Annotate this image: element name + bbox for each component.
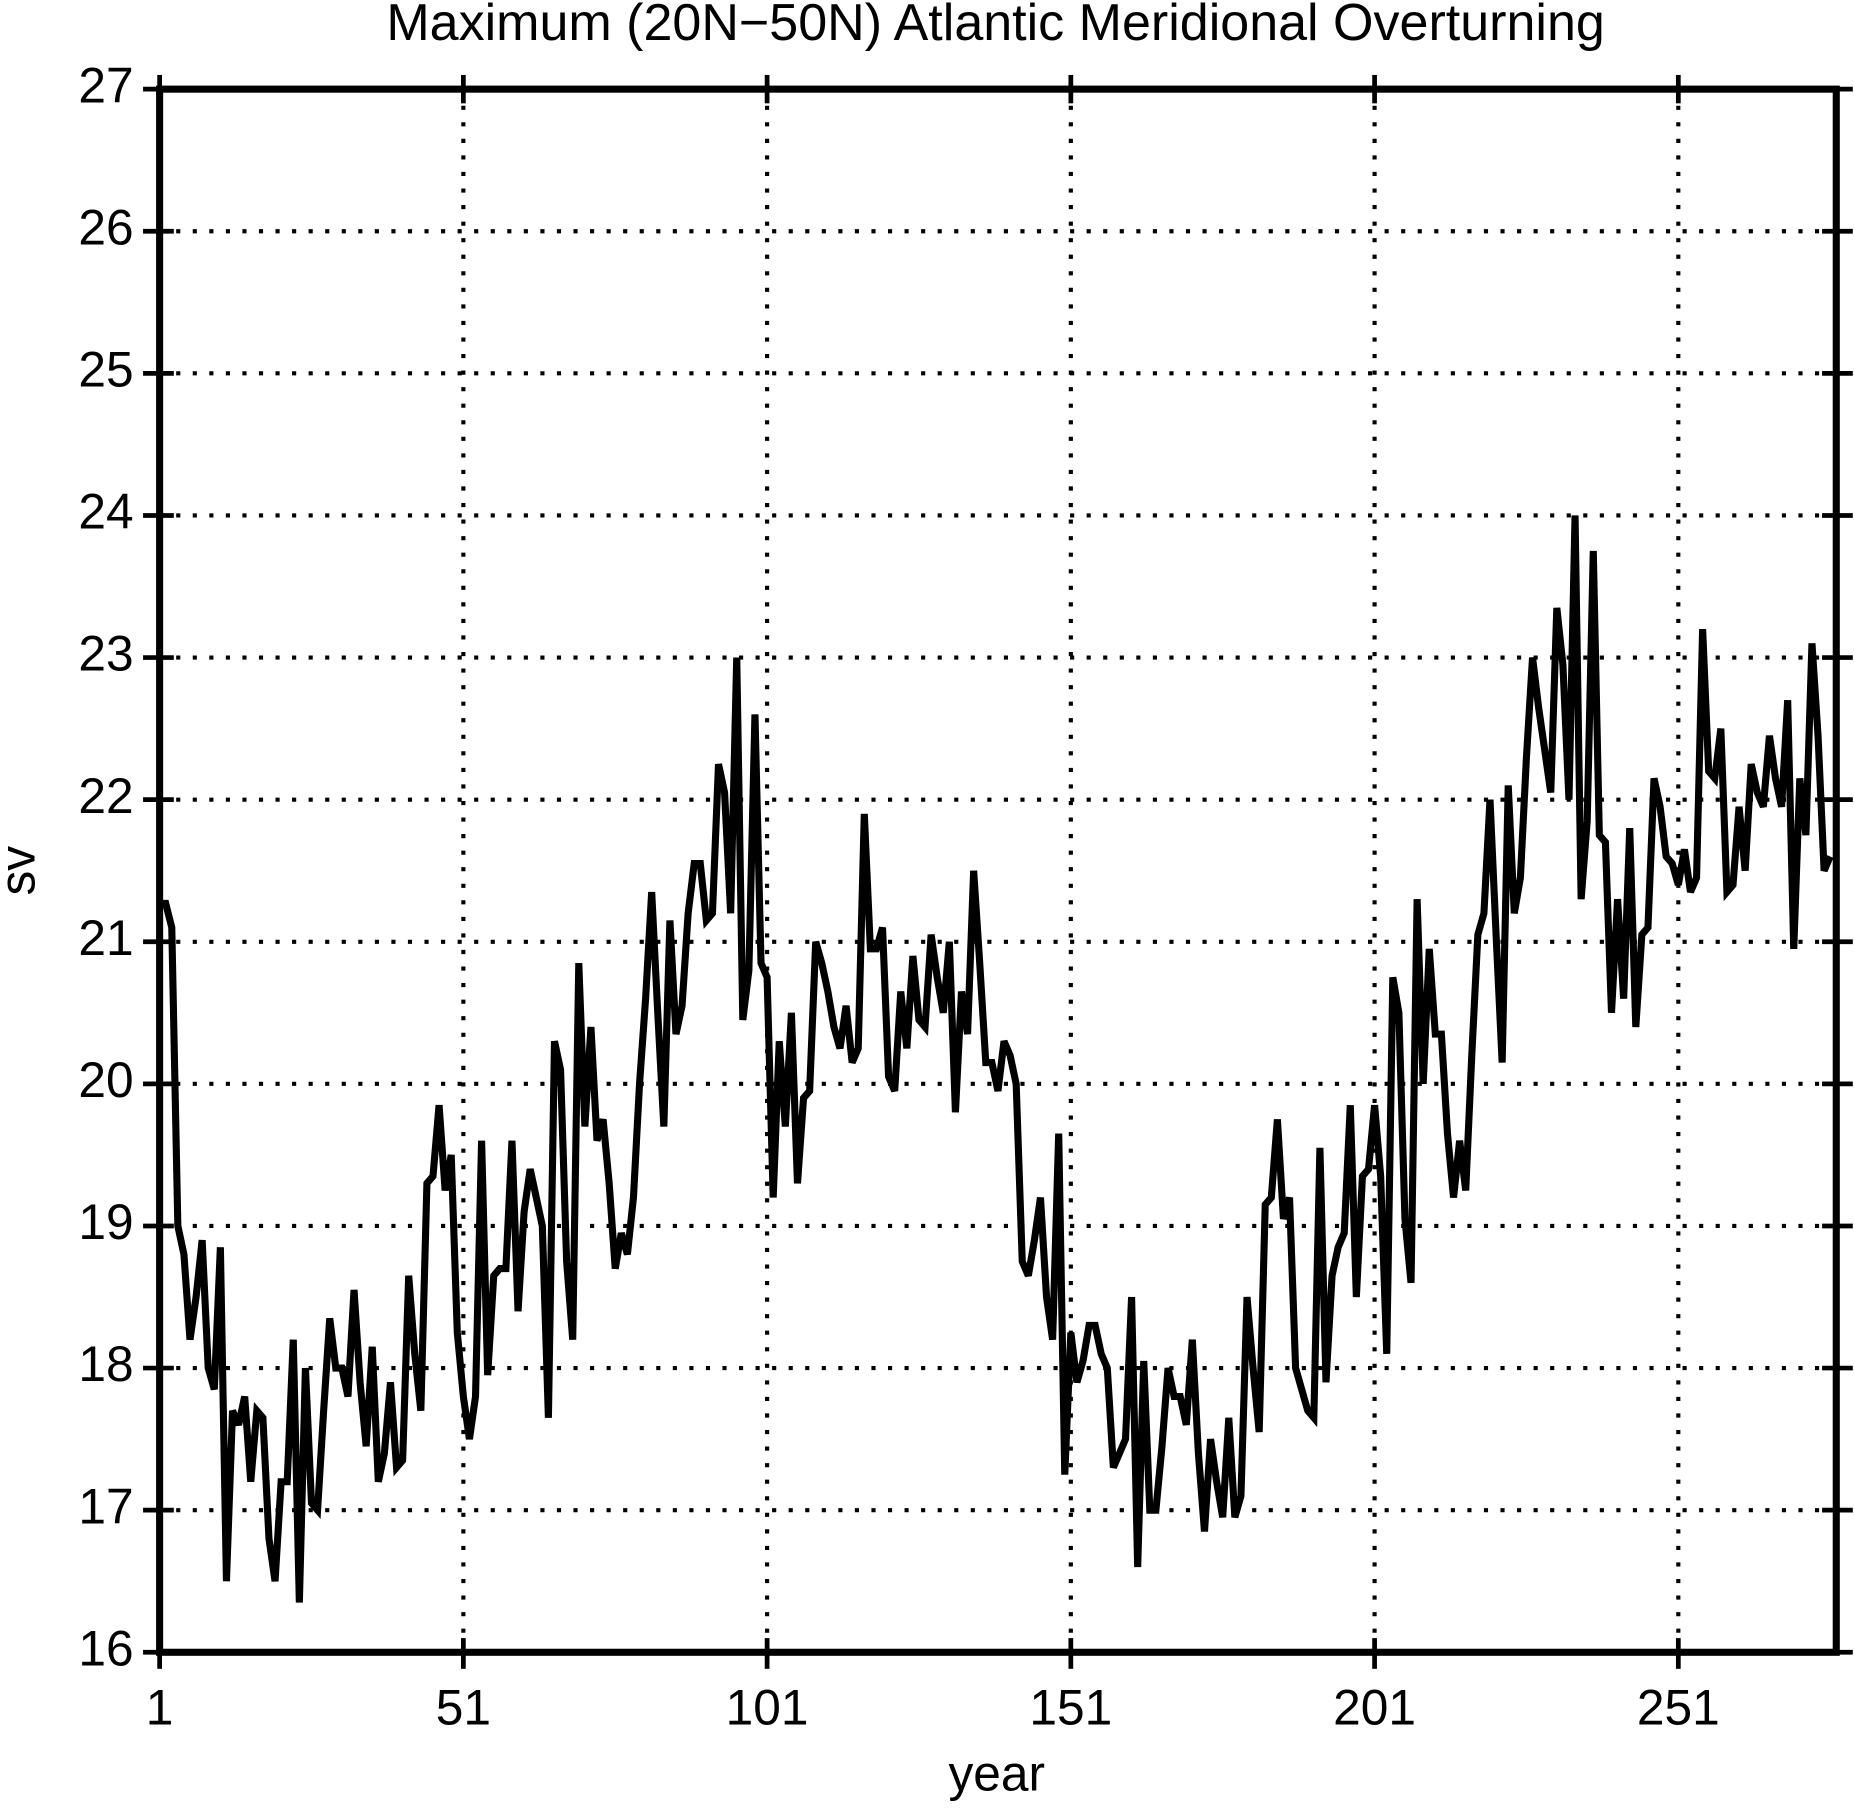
y-tick-label: 17 [78,1478,133,1534]
y-tick-label: 19 [78,1194,133,1250]
y-axis-label: sv [0,846,45,896]
y-tick-label: 27 [78,57,133,113]
y-tick-label: 24 [78,484,133,540]
plot-frame [156,85,1840,1656]
y-tick-label: 26 [78,199,133,255]
x-axis-label: year [948,1746,1045,1802]
y-tick-label: 23 [78,626,133,682]
y-tick-label: 16 [78,1620,133,1676]
data-line [159,515,1834,1603]
x-tick-label: 101 [726,1680,809,1736]
y-tick-label: 20 [78,1052,133,1108]
y-tick-label: 25 [78,341,133,397]
x-tick-label: 201 [1333,1680,1416,1736]
x-tick-label: 51 [436,1680,491,1736]
chart-title: Maximum (20N−50N) Atlantic Meridional Ov… [386,0,1605,52]
x-tick-label: 251 [1637,1680,1720,1736]
x-tick-label: 151 [1029,1680,1112,1736]
x-tick-label: 1 [146,1680,174,1736]
y-tick-label: 21 [78,910,133,966]
y-tick-label: 18 [78,1336,133,1392]
y-tick-label: 22 [78,768,133,824]
